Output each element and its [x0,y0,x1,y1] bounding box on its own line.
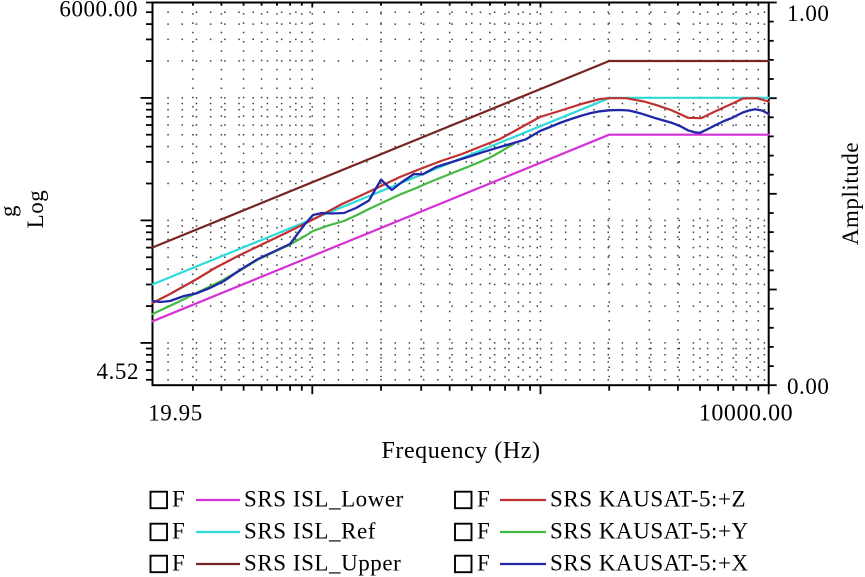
svg-text:SRS KAUSAT-5:+X: SRS KAUSAT-5:+X [550,551,749,576]
svg-text:F: F [172,551,185,576]
svg-text:g: g [0,205,21,217]
svg-text:Frequency (Hz): Frequency (Hz) [382,438,541,464]
svg-text:Log: Log [23,190,48,229]
svg-text:SRS ISL_Ref: SRS ISL_Ref [244,519,376,544]
svg-text:Amplitude: Amplitude [838,142,863,245]
svg-text:F: F [172,487,185,512]
svg-text:F: F [477,487,490,512]
svg-text:19.95: 19.95 [148,401,203,426]
svg-text:10000.00: 10000.00 [699,401,793,427]
svg-text:4.52: 4.52 [97,359,139,384]
svg-text:F: F [172,519,185,544]
svg-text:SRS ISL_Upper: SRS ISL_Upper [244,551,401,576]
svg-text:1.00: 1.00 [787,1,829,26]
svg-text:SRS KAUSAT-5:+Y: SRS KAUSAT-5:+Y [550,519,749,544]
svg-text:F: F [477,519,490,544]
svg-text:6000.00: 6000.00 [59,0,138,22]
svg-text:0.00: 0.00 [787,374,829,399]
svg-text:F: F [477,551,490,576]
svg-text:SRS KAUSAT-5:+Z: SRS KAUSAT-5:+Z [550,487,746,512]
svg-text:SRS ISL_Lower: SRS ISL_Lower [244,487,404,512]
